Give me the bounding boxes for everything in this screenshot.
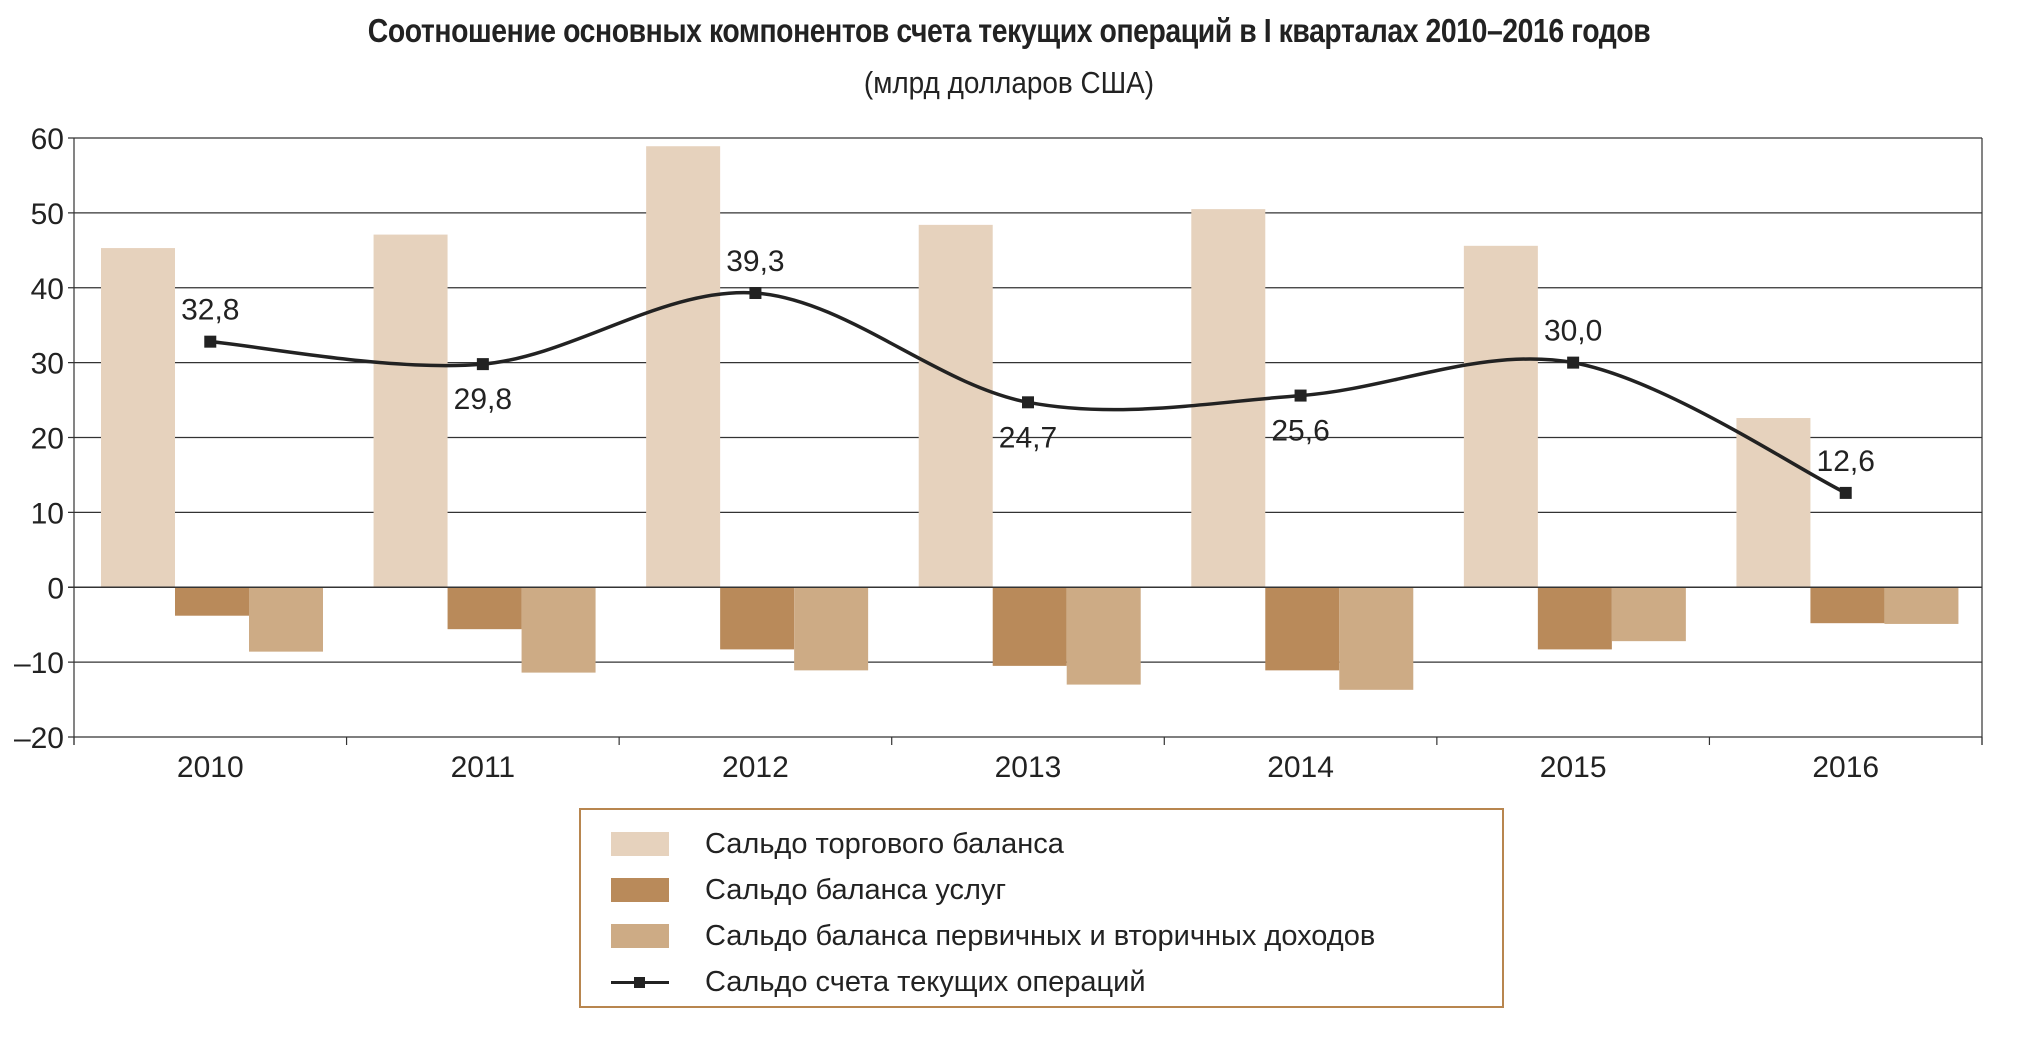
- x-tick-label: 2013: [995, 751, 1062, 784]
- data-label: 32,8: [181, 294, 239, 327]
- line-marker-2010: [204, 335, 217, 348]
- line-marker-2016: [1839, 486, 1852, 499]
- y-tick-label: –20: [14, 722, 64, 755]
- line-marker-2015: [1567, 356, 1580, 369]
- y-tick-label: 20: [31, 423, 64, 456]
- bar-2012: [720, 587, 795, 650]
- legend-swatch-line: [611, 970, 669, 994]
- bar-2015: [1611, 587, 1686, 642]
- data-label: 24,7: [999, 421, 1057, 454]
- bar-2011: [447, 587, 522, 630]
- bar-2013: [1066, 587, 1141, 685]
- line-marker-2012: [749, 286, 762, 299]
- legend-label: Сальдо баланса услуг: [705, 873, 1007, 906]
- y-tick-label: 30: [31, 348, 64, 381]
- data-label: 30,0: [1544, 315, 1602, 348]
- legend-swatch-income: [611, 924, 669, 948]
- bar-2010: [249, 587, 323, 652]
- legend-label: Сальдо баланса первичных и вторичных дох…: [705, 919, 1376, 952]
- bar-2010: [101, 248, 175, 588]
- bar-2016: [1884, 587, 1959, 624]
- x-tick-label: 2014: [1267, 751, 1334, 784]
- line-marker-2014: [1294, 389, 1307, 402]
- bar-2012: [794, 587, 869, 671]
- y-tick-label: –10: [14, 647, 64, 680]
- y-tick-label: 10: [31, 497, 64, 530]
- legend-item-income: Сальдо баланса первичных и вторичных дох…: [611, 916, 1375, 956]
- data-label: 25,6: [1271, 415, 1329, 448]
- x-tick-label: 2015: [1540, 751, 1607, 784]
- legend-label: Сальдо счета текущих операций: [705, 965, 1146, 998]
- x-tick-label: 2010: [177, 751, 244, 784]
- x-tick-label: 2016: [1812, 751, 1879, 784]
- bar-2016: [1810, 587, 1885, 624]
- bar-2014: [1265, 587, 1340, 671]
- bar-2015: [1537, 587, 1612, 650]
- line-marker-2011: [476, 358, 489, 371]
- bar-2010: [175, 587, 249, 616]
- data-label: 39,3: [726, 245, 784, 278]
- chart-title: Соотношение основных компонентов счета т…: [367, 12, 1651, 49]
- y-tick-label: 50: [31, 198, 64, 231]
- chart-subtitle: (млрд долларов США): [863, 65, 1155, 100]
- x-tick-label: 2011: [451, 751, 516, 784]
- bar-2013: [918, 224, 993, 588]
- legend-label: Сальдо торгового баланса: [705, 827, 1064, 860]
- legend-item-current-account: Сальдо счета текущих операций: [611, 962, 1146, 1002]
- data-label: 12,6: [1817, 445, 1875, 478]
- bar-2015: [1463, 245, 1538, 588]
- bar-2011: [521, 587, 596, 673]
- legend-swatch-trade: [611, 832, 669, 856]
- legend-swatch-services: [611, 878, 669, 902]
- x-tick-label: 2012: [722, 751, 789, 784]
- y-tick-label: 60: [31, 123, 64, 156]
- bar-2014: [1339, 587, 1414, 690]
- data-label: 29,8: [454, 383, 512, 416]
- y-tick-label: 0: [47, 572, 64, 605]
- bar-2012: [646, 146, 721, 588]
- bar-2013: [992, 587, 1067, 666]
- line-marker-2013: [1022, 396, 1034, 409]
- legend-item-services: Сальдо баланса услуг: [611, 870, 1006, 910]
- legend: Сальдо торгового баланса Сальдо баланса …: [579, 808, 1504, 1008]
- bar-2011: [373, 234, 448, 588]
- bar-2016: [1736, 418, 1811, 588]
- legend-item-trade: Сальдо торгового баланса: [611, 824, 1064, 864]
- y-tick-label: 40: [31, 273, 64, 306]
